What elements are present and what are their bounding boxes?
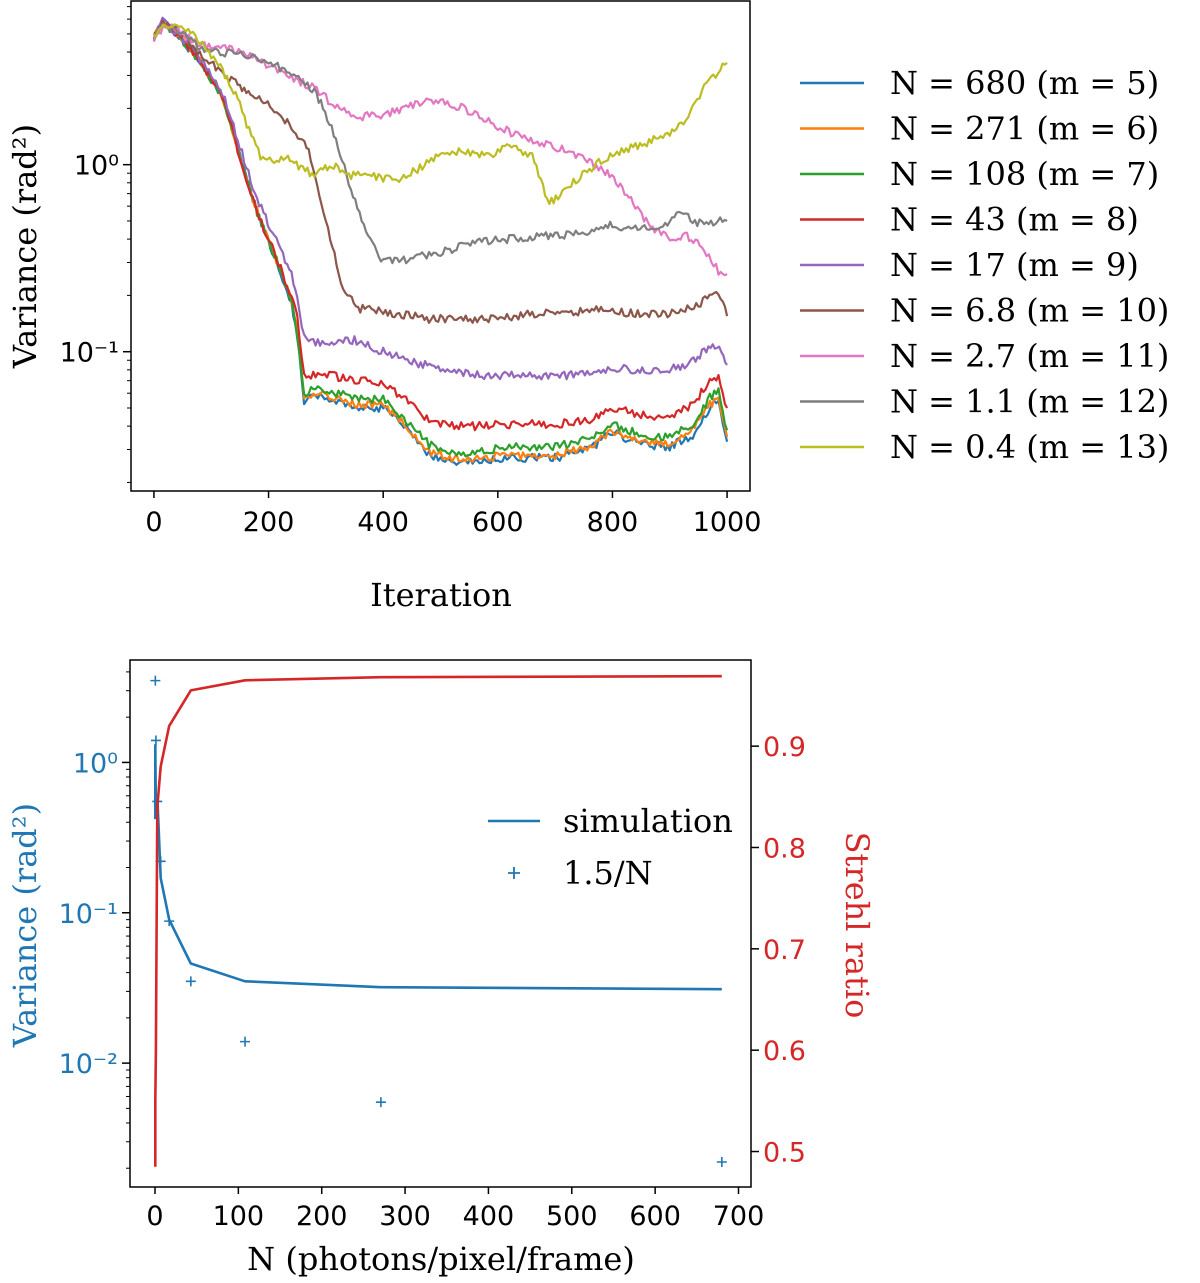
series-line-n-0-4-m-13	[153, 23, 728, 206]
y-tick-label: 10⁰	[73, 748, 118, 779]
y2-tick-label: 0.9	[763, 732, 806, 763]
x-tick-label: 0	[145, 507, 162, 538]
chart-bottom-frame	[129, 659, 752, 1188]
x-tick-label: 1000	[693, 507, 762, 538]
scatter-point-1-5-n	[164, 916, 175, 927]
y-tick-label: 10⁻¹	[59, 899, 118, 930]
chart-bottom-x-ticks: 0 100 200 300 400 500 600 700	[146, 1187, 764, 1232]
x-tick-label: 800	[587, 507, 639, 538]
legend-label: N = 17 (m = 9)	[890, 246, 1139, 284]
scatter-point-1-5-n	[240, 1036, 251, 1047]
x-tick-label: 300	[379, 1201, 431, 1232]
x-tick-label: 200	[243, 507, 295, 538]
chart-bottom-x-label: N (photons/pixel/frame)	[247, 1240, 635, 1278]
x-tick-label: 400	[463, 1201, 515, 1232]
chart-top-x-label: Iteration	[370, 576, 512, 614]
chart-bottom-lines	[150, 674, 727, 1167]
legend-label: N = 680 (m = 5)	[890, 64, 1159, 102]
scatter-point-1-5-n	[150, 735, 161, 746]
legend-label: N = 0.4 (m = 13)	[890, 428, 1169, 466]
legend-label: N = 271 (m = 6)	[890, 110, 1159, 148]
legend-swatch-1-5-n	[508, 867, 520, 879]
chart-bottom-y2-ticks: 0.5 0.6 0.7 0.8 0.9	[751, 732, 806, 1169]
legend-label: N = 6.8 (m = 10)	[890, 292, 1169, 330]
series-line-n-17-m-9	[152, 16, 728, 381]
x-tick-label: 100	[213, 1201, 265, 1232]
chart-top-legend: N = 680 (m = 5) N = 271 (m = 6) N = 108 (m…	[800, 64, 1169, 466]
y-tick-label: 10⁻¹	[60, 338, 119, 369]
y2-tick-label: 0.8	[763, 833, 806, 864]
x-tick-label: 200	[296, 1201, 348, 1232]
legend-label: 1.5/N	[563, 854, 653, 892]
series-line-n-1-1-m-12	[153, 22, 728, 265]
legend-label: simulation	[563, 802, 733, 840]
chart-bottom-legend: simulation 1.5/N	[488, 802, 733, 892]
x-tick-label: 600	[629, 1201, 681, 1232]
series-line-n-43-m-8	[152, 18, 729, 432]
x-tick-label: 400	[357, 507, 409, 538]
chart-bottom-y-ticks: 10⁰ 10⁻¹ 10⁻²	[59, 671, 130, 1169]
legend-label: N = 108 (m = 7)	[890, 155, 1159, 193]
chart-top-lines	[152, 16, 729, 466]
scatter-point-1-5-n	[185, 976, 196, 987]
series-line-strehl	[154, 674, 722, 1167]
series-line-n-6-8-m-10	[153, 19, 729, 324]
chart-top-y-label: Variance (rad²)	[6, 124, 44, 369]
legend-label: N = 1.1 (m = 12)	[890, 383, 1169, 421]
chart-top-y-ticks: 10⁰ 10⁻¹	[60, 6, 131, 483]
legend-label: N = 2.7 (m = 11)	[890, 337, 1169, 375]
y-tick-label: 10⁻²	[59, 1049, 118, 1080]
chart-bottom-y-label: Variance (rad²)	[6, 803, 44, 1048]
chart-top: 0 200 400 600 800 1000 10⁰ 10⁻¹ Iteration Vari…	[6, 0, 1169, 614]
scatter-point-1-5-n	[375, 1097, 386, 1108]
x-tick-label: 500	[546, 1201, 598, 1232]
x-tick-label: 0	[146, 1201, 163, 1232]
scatter-point-1-5-n	[716, 1156, 727, 1167]
chart-bottom-y2-label: Strehl ratio	[838, 832, 876, 1019]
y-tick-label: 10⁰	[74, 151, 119, 182]
y2-tick-label: 0.5	[763, 1138, 806, 1169]
y2-tick-label: 0.7	[763, 935, 806, 966]
scatter-point-1-5-n	[150, 675, 161, 686]
x-tick-label: 600	[472, 507, 524, 538]
x-tick-label: 700	[713, 1201, 765, 1232]
y2-tick-label: 0.6	[763, 1036, 806, 1067]
series-line-simulation	[154, 744, 722, 991]
chart-top-frame	[130, 0, 751, 492]
legend-label: N = 43 (m = 8)	[890, 201, 1139, 239]
chart-top-x-ticks: 0 200 400 600 800 1000	[145, 491, 761, 538]
series-line-n-2-7-m-11	[152, 23, 728, 277]
